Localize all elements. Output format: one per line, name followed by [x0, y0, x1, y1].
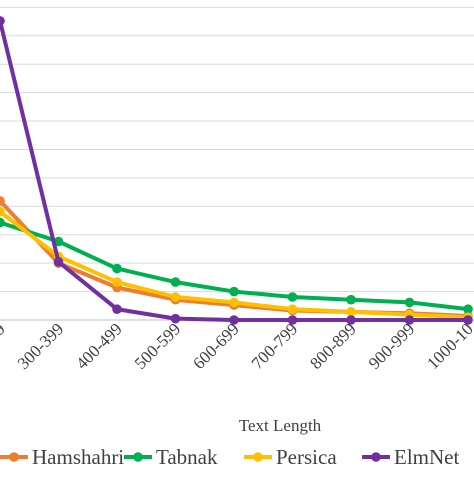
data-point-elmnet-4 [229, 315, 239, 325]
x-tick-label: 900-999 [365, 319, 419, 373]
series-persica [0, 206, 473, 323]
data-point-elmnet-7 [404, 315, 415, 325]
data-point-elmnet-6 [346, 315, 356, 325]
data-point-persica-3 [170, 292, 181, 302]
legend-item-elmnet: ElmNet [362, 445, 459, 469]
data-point-tabnak-0 [0, 217, 5, 228]
data-point-tabnak-8 [463, 304, 473, 314]
data-point-tabnak-3 [170, 277, 181, 287]
x-tick-label: 700-799 [248, 319, 302, 373]
data-point-elmnet-2 [112, 304, 122, 314]
x-tick-label: 500-599 [131, 319, 185, 373]
x-tick-label: 1000-10 [423, 319, 474, 373]
data-point-tabnak-7 [404, 297, 415, 308]
legend-label: Hamshahri [32, 445, 124, 469]
data-point-hamshahri-0 [0, 196, 5, 206]
data-point-elmnet-1 [53, 257, 64, 267]
x-tick-labels: 299 300-399 400-499 500-599 600-699 700-799 80… [0, 319, 474, 373]
legend-swatch-marker [253, 452, 263, 462]
data-point-elmnet-0 [0, 16, 5, 26]
legend-label: Persica [276, 445, 337, 469]
x-tick-label: 400-499 [72, 319, 126, 373]
x-tick-label: 299 [0, 319, 9, 350]
data-point-elmnet-8 [463, 315, 473, 325]
x-tick-label: 800-899 [306, 319, 360, 373]
legend-label: ElmNet [394, 445, 459, 469]
legend-label: Tabnak [156, 445, 218, 469]
legend-swatch-marker [371, 452, 381, 462]
x-axis-title: Text Length [239, 416, 322, 435]
legend-item-hamshahri: Hamshahri [0, 445, 124, 469]
x-tick-label: 600-699 [189, 319, 243, 373]
x-tick-label: 300-399 [14, 319, 68, 373]
legend-item-tabnak: Tabnak [124, 445, 218, 469]
data-point-elmnet-3 [170, 313, 181, 324]
legend-swatch-marker [9, 452, 19, 462]
data-point-persica-2 [112, 277, 122, 287]
series-line-elmnet [0, 18, 470, 322]
data-point-persica-0 [0, 206, 5, 217]
data-point-persica-4 [229, 297, 239, 308]
data-point-tabnak-5 [287, 292, 298, 302]
data-point-elmnet-5 [287, 315, 298, 325]
data-point-tabnak-4 [229, 286, 239, 297]
data-point-tabnak-6 [346, 294, 356, 305]
series-elmnet [0, 16, 473, 325]
data-point-tabnak-2 [112, 263, 122, 274]
series-layer [0, 16, 473, 325]
series-tabnak [0, 217, 473, 314]
legend-swatch-marker [133, 452, 143, 462]
legend-item-persica: Persica [244, 445, 337, 469]
grid-lines [0, 6, 474, 321]
data-point-persica-6 [346, 307, 356, 317]
data-point-persica-5 [287, 304, 298, 314]
legend: Hamshahri Tabnak Persica ElmNet [0, 445, 459, 469]
